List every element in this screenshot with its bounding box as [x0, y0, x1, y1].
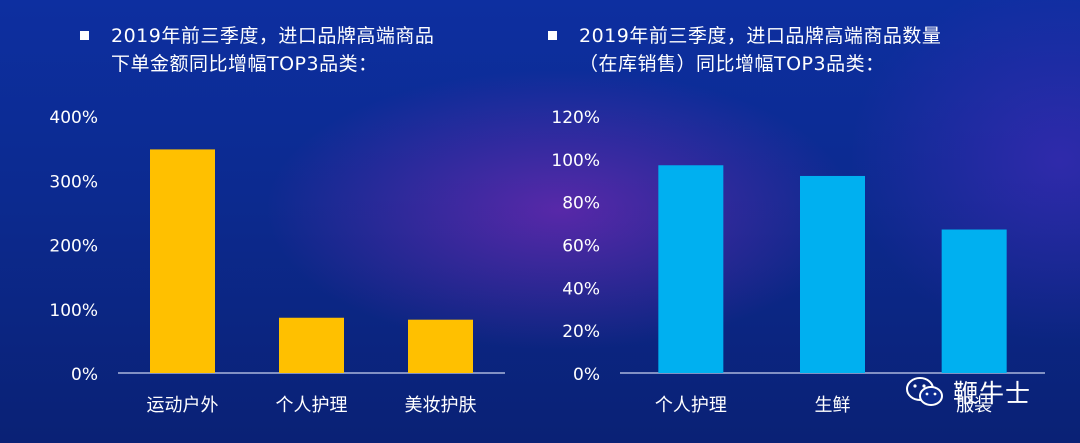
y-tick-label: 300%	[49, 172, 98, 192]
bar	[800, 175, 865, 373]
bar	[150, 149, 215, 373]
bar-chart-left: 0% 100% 200% 300% 400% 运动户外 个人护理 美妆护肤	[49, 108, 505, 416]
chart-panel-left: 2019年前三季度，进口品牌高端商品 下单金额同比增幅TOP3品类： 0% 100…	[49, 22, 520, 416]
x-tick-label: 生鲜	[815, 395, 851, 416]
x-tick-label: 美妆护肤	[405, 395, 477, 416]
bar-chart-right: 0% 20% 40% 60% 80% 100% 120% 个人护理 生鲜 服装	[551, 108, 1045, 416]
x-tick-label: 服装	[956, 395, 992, 416]
chart-title-left: 2019年前三季度，进口品牌高端商品 下单金额同比增幅TOP3品类：	[80, 22, 520, 78]
y-tick-label: 100%	[49, 301, 98, 321]
watermark-text: 鞭牛士	[953, 379, 1032, 408]
y-tick-label: 400%	[49, 108, 98, 128]
y-tick-label: 20%	[562, 322, 600, 342]
y-tick-label: 60%	[562, 237, 600, 257]
bar	[408, 319, 473, 373]
y-tick-label: 100%	[551, 151, 600, 171]
y-tick-label: 200%	[49, 237, 98, 257]
y-tick-label: 80%	[562, 194, 600, 214]
watermark: 鞭牛士	[905, 372, 1031, 412]
bar	[279, 317, 344, 373]
bullet-square-icon	[80, 31, 89, 40]
bar	[658, 165, 724, 373]
y-tick-label: 40%	[562, 279, 600, 299]
chart-panel-right: 2019年前三季度，进口品牌高端商品数量 （在库销售）同比增幅TOP3品类： 0…	[540, 0, 1080, 443]
wechat-icon	[906, 377, 943, 406]
chart-title-left-text: 2019年前三季度，进口品牌高端商品 下单金额同比增幅TOP3品类：	[111, 25, 435, 75]
chart-title-right: 2019年前三季度，进口品牌高端商品数量 （在库销售）同比增幅TOP3品类：	[548, 22, 1008, 78]
x-tick-label: 运动户外	[147, 395, 219, 416]
x-tick-label: 个人护理	[655, 395, 727, 416]
bullet-square-icon	[548, 31, 557, 40]
y-tick-label: 0%	[573, 365, 600, 385]
chart-title-right-text: 2019年前三季度，进口品牌高端商品数量 （在库销售）同比增幅TOP3品类：	[579, 25, 942, 75]
y-tick-label: 0%	[71, 365, 98, 385]
x-tick-label: 个人护理	[276, 395, 348, 416]
y-tick-label: 120%	[551, 108, 600, 128]
bar	[941, 229, 1007, 373]
